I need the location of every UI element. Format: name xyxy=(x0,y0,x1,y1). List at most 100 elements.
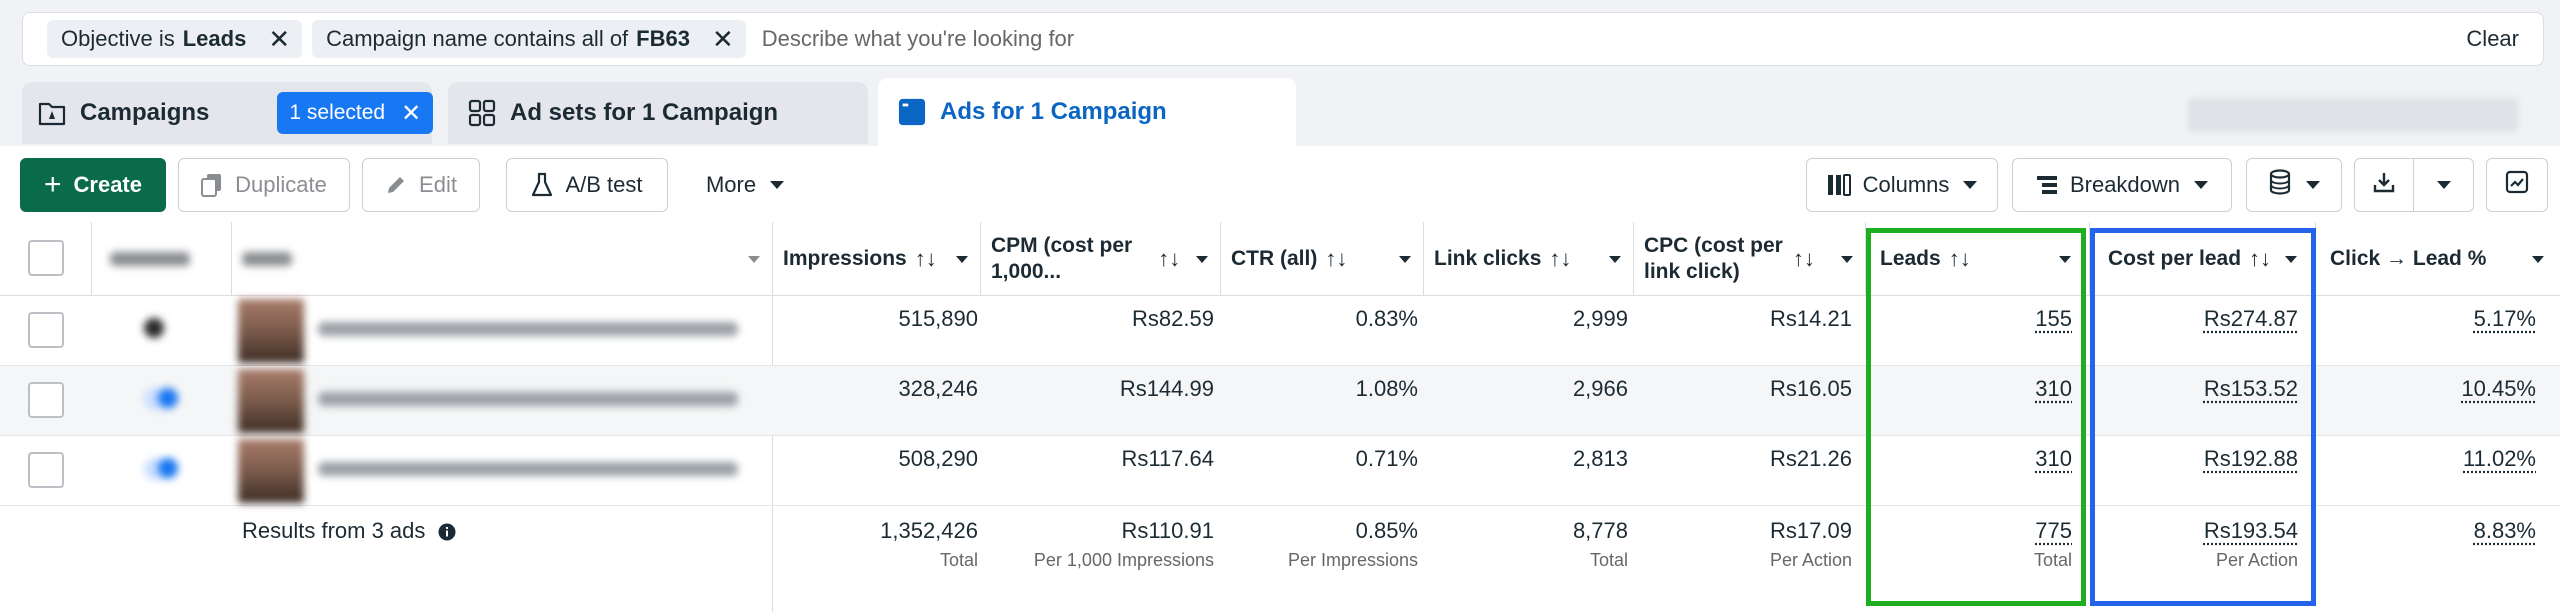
close-icon[interactable]: ✕ xyxy=(268,24,291,54)
cell-click-to-lead[interactable]: 5.17% xyxy=(2473,306,2536,331)
row-checkbox[interactable] xyxy=(28,382,64,418)
row-checkbox[interactable] xyxy=(28,452,64,488)
chevron-down-icon xyxy=(2436,181,2451,189)
total-cpc-caption: Per Action xyxy=(1769,550,1852,570)
total-leads[interactable]: 775 xyxy=(2035,518,2072,543)
cell-leads[interactable]: 310 xyxy=(2035,376,2072,401)
header-ctr[interactable]: CTR (all) ↑↓ xyxy=(1221,222,1424,296)
breakdown-dropdown[interactable]: Breakdown xyxy=(2012,158,2232,212)
cell-link-clicks: 2,813 xyxy=(1572,446,1628,471)
sort-icon[interactable]: ↑↓ xyxy=(1325,245,1348,271)
columns-label: Columns xyxy=(1862,172,1950,197)
header-click-to-lead[interactable]: Click → Lead % xyxy=(2316,222,2560,296)
chevron-down-icon[interactable] xyxy=(956,256,968,263)
cell-impressions: 328,246 xyxy=(898,376,978,401)
status-toggle[interactable] xyxy=(144,318,178,344)
select-all-checkbox[interactable] xyxy=(28,240,64,276)
chevron-down-icon xyxy=(770,181,785,189)
ad-name[interactable] xyxy=(318,462,738,476)
reports-dropdown[interactable] xyxy=(2246,158,2342,212)
toolbar: + Create Duplicate Edit A/B test More Co… xyxy=(0,146,2560,222)
breakdown-label: Breakdown xyxy=(2069,172,2181,197)
cell-cost-per-lead[interactable]: Rs274.87 xyxy=(2203,306,2298,331)
duplicate-icon xyxy=(201,173,223,197)
selected-badge[interactable]: 1 selected ✕ xyxy=(277,92,434,134)
total-cpm: Rs110.91 xyxy=(1121,518,1214,543)
create-button[interactable]: + Create xyxy=(20,158,166,212)
total-impressions-caption: Total xyxy=(939,550,978,570)
duplicate-button[interactable]: Duplicate xyxy=(178,158,350,212)
charts-button[interactable] xyxy=(2486,158,2548,212)
columns-dropdown[interactable]: Columns xyxy=(1806,158,1998,212)
total-cost-per-lead[interactable]: Rs193.54 xyxy=(2203,518,2298,543)
header-ad-name[interactable] xyxy=(232,222,773,296)
more-dropdown[interactable]: More xyxy=(680,158,810,212)
table-row[interactable]: 515,890 Rs82.59 0.83% 2,999 Rs14.21 155 … xyxy=(0,296,2560,366)
header-impressions[interactable]: Impressions ↑↓ xyxy=(773,222,981,296)
filter-search-input[interactable]: Describe what you're looking for xyxy=(761,26,1075,51)
header-cpm[interactable]: CPM (cost per 1,000... ↑↓ xyxy=(981,222,1221,296)
chevron-down-icon xyxy=(2194,181,2209,189)
ads-table: Impressions ↑↓ CPM (cost per 1,000... ↑↓… xyxy=(0,222,2560,612)
ad-thumbnail xyxy=(238,439,304,503)
header-label: CPM (cost per 1,000... xyxy=(991,233,1132,285)
info-icon[interactable] xyxy=(438,523,456,541)
clear-filters-button[interactable]: Clear xyxy=(2466,26,2519,51)
row-checkbox[interactable] xyxy=(28,312,64,348)
header-link-clicks[interactable]: Link clicks ↑↓ xyxy=(1424,222,1634,296)
cell-link-clicks: 2,999 xyxy=(1572,306,1628,331)
chevron-down-icon[interactable] xyxy=(2059,256,2071,263)
cell-leads[interactable]: 310 xyxy=(2035,446,2072,471)
chevron-down-icon[interactable] xyxy=(1399,256,1411,263)
ad-name[interactable] xyxy=(318,392,738,406)
sort-icon[interactable]: ↑↓ xyxy=(2249,245,2272,271)
chevron-down-icon[interactable] xyxy=(748,256,760,263)
header-cost-per-lead[interactable]: Cost per lead ↑↓ xyxy=(2090,222,2316,296)
header-label: Cost per lead xyxy=(2108,246,2242,270)
sort-icon[interactable]: ↑↓ xyxy=(1158,245,1181,271)
tab-ad-sets[interactable]: Ad sets for 1 Campaign xyxy=(448,82,868,144)
total-leads-caption: Total xyxy=(2033,550,2072,570)
header-cpc[interactable]: CPC (cost per link click) ↑↓ xyxy=(1634,222,1866,296)
export-button[interactable] xyxy=(2354,158,2414,212)
edit-label: Edit xyxy=(419,172,457,197)
cell-cost-per-lead[interactable]: Rs192.88 xyxy=(2203,446,2298,471)
close-icon[interactable]: ✕ xyxy=(711,24,734,54)
close-icon[interactable]: ✕ xyxy=(401,99,422,127)
sort-icon[interactable]: ↑↓ xyxy=(1549,245,1572,271)
sort-icon[interactable]: ↑↓ xyxy=(1792,245,1815,271)
chevron-down-icon[interactable] xyxy=(2532,256,2544,263)
cell-click-to-lead[interactable]: 10.45% xyxy=(2461,376,2536,401)
status-header-label xyxy=(110,251,190,266)
chevron-down-icon[interactable] xyxy=(1609,256,1621,263)
export-options-dropdown[interactable] xyxy=(2414,158,2474,212)
ad-name[interactable] xyxy=(318,322,738,336)
edit-button[interactable]: Edit xyxy=(362,158,480,212)
table-row[interactable]: 328,246 Rs144.99 1.08% 2,966 Rs16.05 310… xyxy=(0,366,2560,436)
filter-chip-label: Campaign name contains all of xyxy=(326,26,629,51)
ab-test-button[interactable]: A/B test xyxy=(506,158,668,212)
total-cpc: Rs17.09 xyxy=(1770,518,1852,543)
filter-chip-objective[interactable]: Objective is Leads ✕ xyxy=(47,20,303,58)
filter-chip-campaign-name[interactable]: Campaign name contains all of FB63 ✕ xyxy=(312,20,746,58)
cell-click-to-lead[interactable]: 11.02% xyxy=(2463,446,2536,471)
tab-campaigns[interactable]: Campaigns 1 selected ✕ xyxy=(22,82,434,144)
table-row[interactable]: 508,290 Rs117.64 0.71% 2,813 Rs21.26 310… xyxy=(0,436,2560,506)
status-toggle[interactable] xyxy=(144,458,178,484)
total-click-to-lead[interactable]: 8.83% xyxy=(2473,518,2536,543)
header-status[interactable] xyxy=(92,222,232,296)
header-leads[interactable]: Leads ↑↓ xyxy=(1866,222,2090,296)
chevron-down-icon[interactable] xyxy=(2285,256,2297,263)
date-range-picker[interactable] xyxy=(2188,98,2518,132)
cell-leads[interactable]: 155 xyxy=(2035,306,2072,331)
ad-thumbnail xyxy=(238,369,304,433)
ad-icon xyxy=(898,98,926,126)
chevron-down-icon[interactable] xyxy=(1841,256,1853,263)
sort-icon[interactable]: ↑↓ xyxy=(1948,245,1971,271)
sort-icon[interactable]: ↑↓ xyxy=(914,245,937,271)
cell-cost-per-lead[interactable]: Rs153.52 xyxy=(2203,376,2298,401)
tab-label: Campaigns xyxy=(80,99,210,126)
chevron-down-icon[interactable] xyxy=(1196,256,1208,263)
tab-ads[interactable]: Ads for 1 Campaign xyxy=(878,78,1296,146)
status-toggle[interactable] xyxy=(144,388,178,414)
